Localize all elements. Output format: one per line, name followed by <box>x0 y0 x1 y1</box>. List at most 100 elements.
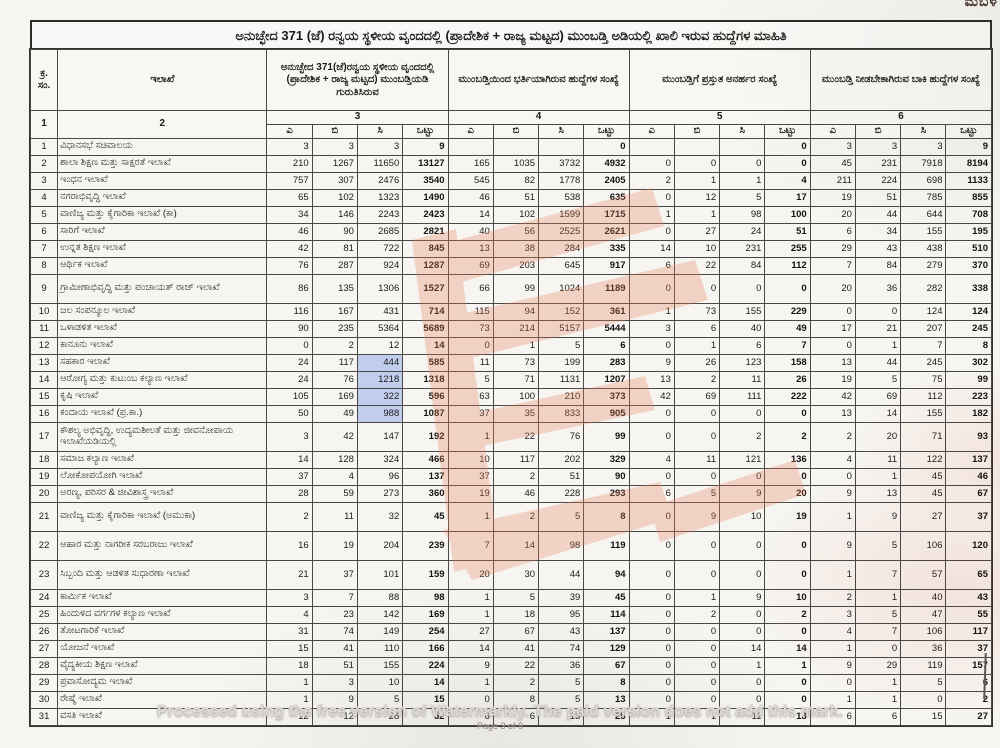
value-cell: 14 <box>764 639 811 658</box>
value-cell: 6 <box>809 707 856 726</box>
table-header: ಕ್ರ. ಸಂ. ಇಲಾಖೆ ಅನುಚ್ಛೇದ 371(ಜೆ)ರನ್ವಯ ಸ್ಥ… <box>29 49 993 139</box>
value-cell: 166 <box>402 639 449 658</box>
value-cell: 56 <box>492 222 540 241</box>
value-cell: 13127 <box>402 154 449 173</box>
value-cell: 4 <box>311 467 358 486</box>
row-number: 7 <box>29 239 59 258</box>
subcol-a: ಎ <box>809 123 856 139</box>
value-cell: 117 <box>311 353 358 372</box>
value-cell: 2 <box>673 370 721 389</box>
department-name: ಆರ್ಥಿಕ ಇಲಾಖೆ <box>57 256 268 275</box>
value-cell <box>719 137 766 156</box>
value-cell: 202 <box>538 450 585 469</box>
value-cell: 2 <box>719 421 766 452</box>
value-cell: 5 <box>900 673 947 692</box>
value-cell: 5 <box>538 673 585 692</box>
row-number: 8 <box>29 256 59 275</box>
value-cell: 210 <box>266 154 313 173</box>
value-cell: 11 <box>854 450 902 469</box>
header-row-titles: ಕ್ರ. ಸಂ. ಇಲಾಖೆ ಅನುಚ್ಛೇದ 371(ಜೆ)ರನ್ವಯ ಸ್ಥ… <box>29 49 993 112</box>
value-cell: 2525 <box>538 222 585 241</box>
department-name: ಸಿಬ್ಬಂದಿ ಮತ್ತು ಆಡಳಿತ ಸುಧಾರಣಾ ಇಲಾಖೆ <box>57 559 268 590</box>
value-cell: 36 <box>900 639 947 658</box>
value-cell: 7 <box>447 530 494 561</box>
value-cell: 708 <box>945 205 992 224</box>
table-row: 23 ಸಿಬ್ಬಂದಿ ಮತ್ತು ಆಡಳಿತ ಸುಧಾರಣಾ ಇಲಾಖೆ 21 37… <box>29 559 992 590</box>
value-cell <box>628 137 675 156</box>
value-cell: 635 <box>583 188 630 207</box>
department-name: ಯೋಜನೆ ಇಲಾಖೆ <box>57 639 268 658</box>
value-cell: 51 <box>764 222 811 241</box>
value-cell: 204 <box>356 530 404 561</box>
value-cell: 6 <box>673 319 721 338</box>
value-cell: 2 <box>492 501 540 532</box>
vacancy-table: ಕ್ರ. ಸಂ. ಇಲಾಖೆ ಅನುಚ್ಛೇದ 371(ಜೆ)ರನ್ವಯ ಸ್ಥ… <box>29 48 993 727</box>
value-cell: 137 <box>402 467 449 486</box>
value-cell: 76 <box>266 256 313 275</box>
value-cell: 1 <box>673 336 721 355</box>
value-cell: 0 <box>719 673 766 692</box>
value-cell: 0 <box>628 501 675 532</box>
value-cell: 167 <box>311 302 358 321</box>
value-cell: 0 <box>628 188 675 207</box>
value-cell: 41 <box>311 639 358 658</box>
value-cell: 0 <box>628 154 675 173</box>
value-cell: 37 <box>945 501 992 532</box>
value-cell: 5157 <box>538 319 585 338</box>
value-cell: 545 <box>447 171 494 190</box>
value-cell: 155 <box>900 222 947 241</box>
value-cell: 431 <box>356 302 404 321</box>
subcol-c: ಸಿ <box>900 123 947 139</box>
department-name: ಲೋಕೋಪಯೋಗಿ ಇಲಾಖೆ <box>57 467 268 486</box>
value-cell: 0 <box>764 622 811 641</box>
value-cell: 86 <box>266 273 313 304</box>
value-cell: 1 <box>492 336 540 355</box>
value-cell: 2 <box>311 336 358 355</box>
header-sl-no: ಕ್ರ. ಸಂ. <box>29 49 59 112</box>
subcol-c: ಸಿ <box>356 123 404 139</box>
value-cell: 0 <box>628 656 675 675</box>
value-cell: 28 <box>266 484 313 503</box>
value-cell: 5364 <box>356 319 404 338</box>
value-cell: 0 <box>673 622 721 641</box>
value-cell: 0 <box>628 467 675 486</box>
value-cell: 142 <box>356 605 404 624</box>
value-cell: 11 <box>719 370 766 389</box>
value-cell: 7 <box>311 588 358 607</box>
value-cell: 722 <box>356 239 404 258</box>
value-cell: 1133 <box>945 171 992 190</box>
value-cell: 46 <box>266 222 313 241</box>
value-cell: 0 <box>809 336 856 355</box>
value-cell: 1 <box>673 205 721 224</box>
value-cell: 596 <box>402 387 449 406</box>
subcol-total: ಒಟ್ಟು <box>402 123 449 139</box>
value-cell: 14 <box>719 639 766 658</box>
value-cell: 2 <box>809 421 856 452</box>
value-cell: 324 <box>356 450 404 469</box>
value-cell: 137 <box>945 450 992 469</box>
table-row: 28 ವೈದ್ಯಕೀಯ ಶಿಕ್ಷಣ ಇಲಾಖೆ 18 51 155 224 9 22 36 67… <box>29 656 992 675</box>
table-row: 11 ಒಳಾಡಳಿತ ಇಲಾಖೆ 90 235 5364 5689 73 214 5157 544… <box>29 319 992 338</box>
value-cell: 43 <box>945 588 992 607</box>
header-identified-posts: ಅನುಚ್ಛೇದ 371(ಜೆ)ರನ್ವಯ ಸ್ಥಳೀಯ ವೃಂದದಲ್ಲಿ (… <box>266 49 449 112</box>
value-cell: 845 <box>402 239 449 258</box>
value-cell: 231 <box>854 154 902 173</box>
value-cell: 94 <box>583 559 630 590</box>
value-cell: 905 <box>583 404 630 423</box>
value-cell: 106 <box>900 622 947 641</box>
value-cell: 99 <box>492 273 540 304</box>
value-cell: 18 <box>266 656 313 675</box>
value-cell: 31 <box>266 622 313 641</box>
value-cell: 4932 <box>583 154 630 173</box>
subcol-b: ಬಿ <box>673 123 721 139</box>
value-cell: 207 <box>900 319 947 338</box>
value-cell: 1 <box>764 656 811 675</box>
row-number: 25 <box>29 605 59 624</box>
value-cell: 99 <box>945 370 992 389</box>
value-cell: 45 <box>583 588 630 607</box>
value-cell: 714 <box>402 302 449 321</box>
value-cell: 5 <box>854 370 902 389</box>
value-cell: 21 <box>266 559 313 590</box>
table-row: 21 ವಾಣಿಜ್ಯ ಮತ್ತು ಕೈಗಾರಿಕಾ ಇಲಾಖೆ (ಅಮುಕಾ) 2 1… <box>29 501 992 532</box>
value-cell: 0 <box>764 467 811 486</box>
